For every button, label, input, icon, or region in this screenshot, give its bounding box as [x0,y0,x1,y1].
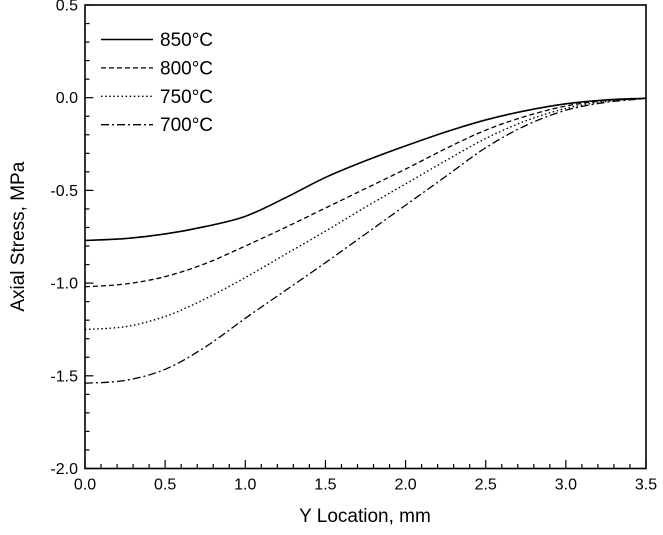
series-curve-750C [84,97,647,331]
x-tick-label: 2.5 [475,477,497,494]
legend-item-800C: 800°C [101,58,213,79]
y-tick-label: -1.5 [50,368,78,385]
x-axis-title: Y Location, mm [299,506,431,527]
legend-item-700C: 700°C [101,115,213,136]
y-tick-label: -0.5 [50,183,78,200]
series-curve-800C [84,97,647,288]
x-tick-label: 1.5 [314,477,336,494]
x-tick-label: 1.0 [234,477,256,494]
legend: 850°C 800°C 750°C 700°C [101,30,213,136]
plot-frame [84,4,647,470]
data-series [84,97,647,384]
x-tick-label: 3.5 [635,477,657,494]
legend-item-850C: 850°C [101,30,213,51]
legend-label: 850°C [160,30,213,51]
series-curve-700C [84,97,647,384]
legend-label: 700°C [160,115,213,136]
x-tick-label: 2.0 [394,477,416,494]
legend-label: 750°C [160,87,213,108]
series-curve-850C [84,97,647,242]
legend-item-750C: 750°C [101,87,213,108]
y-tick-label: -2.0 [50,461,78,478]
axis-ticks [84,4,647,470]
y-axis-title: Axial Stress, MPa [8,161,29,311]
legend-label: 800°C [160,58,213,79]
x-tick-label: 0.0 [74,477,96,494]
x-tick-label: 0.5 [154,477,176,494]
y-tick-label: 0.0 [56,90,78,107]
y-tick-label: -1.0 [50,276,78,293]
x-tick-label: 3.0 [555,477,577,494]
y-tick-label: 0.5 [56,0,78,15]
axis-tick-labels: 0.0 0.5 1.0 1.5 2.0 2.5 3.0 3.5 0.5 0.0 -0.5 -1.0 -1… [50,0,657,494]
